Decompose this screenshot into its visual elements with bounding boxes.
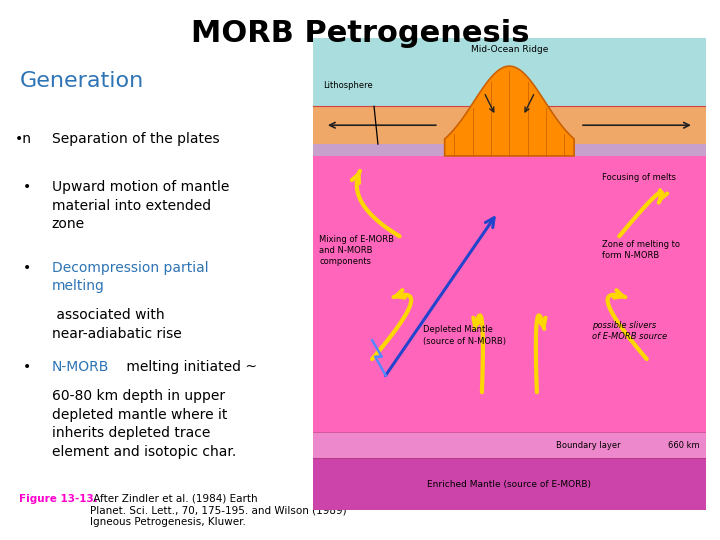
Text: melting initiated ~: melting initiated ~ [122, 360, 257, 374]
Text: Enriched Mantle (source of E-MORB): Enriched Mantle (source of E-MORB) [428, 480, 591, 489]
Text: Generation: Generation [19, 71, 143, 91]
Text: Boundary layer: Boundary layer [557, 441, 621, 450]
Bar [313, 38, 706, 106]
Text: Mid-Ocean Ridge: Mid-Ocean Ridge [471, 45, 548, 54]
Text: 60-80 km depth in upper
depleted mantle where it
inherits depleted trace
element: 60-80 km depth in upper depleted mantle … [52, 389, 236, 458]
Text: After Zindler et al. (1984) Earth
Planet. Sci. Lett., 70, 175-195. and Wilson (1: After Zindler et al. (1984) Earth Planet… [90, 494, 346, 527]
Text: Focusing of melts: Focusing of melts [602, 173, 675, 181]
Bar [313, 156, 706, 433]
Text: •: • [23, 360, 32, 374]
Text: Figure 13-13.: Figure 13-13. [19, 494, 98, 504]
Text: possible slivers
of E-MORB source: possible slivers of E-MORB source [592, 321, 667, 341]
Bar [313, 433, 706, 458]
Text: •n: •n [15, 132, 32, 146]
Text: Separation of the plates: Separation of the plates [52, 132, 219, 146]
Text: associated with
near-adiabatic rise: associated with near-adiabatic rise [52, 308, 181, 341]
Text: •: • [23, 261, 32, 274]
Text: Decompression partial
melting: Decompression partial melting [52, 261, 208, 293]
Bar [313, 144, 706, 156]
Text: Lithosphere: Lithosphere [323, 82, 373, 91]
Text: Upward motion of mantle
material into extended
zone: Upward motion of mantle material into ex… [52, 180, 229, 231]
Text: N-MORB: N-MORB [52, 360, 109, 374]
Text: Zone of melting to
form N-MORB: Zone of melting to form N-MORB [602, 240, 680, 260]
Bar [313, 106, 706, 144]
Text: MORB Petrogenesis: MORB Petrogenesis [191, 19, 529, 48]
Text: 660 km: 660 km [668, 441, 700, 450]
Text: Depleted Mantle
(source of N-MORB): Depleted Mantle (source of N-MORB) [423, 326, 506, 346]
Bar [313, 458, 706, 510]
Polygon shape [445, 66, 574, 156]
Text: Mixing of E-MORB
and N-MORB
components: Mixing of E-MORB and N-MORB components [319, 235, 394, 266]
Text: •: • [23, 180, 32, 194]
